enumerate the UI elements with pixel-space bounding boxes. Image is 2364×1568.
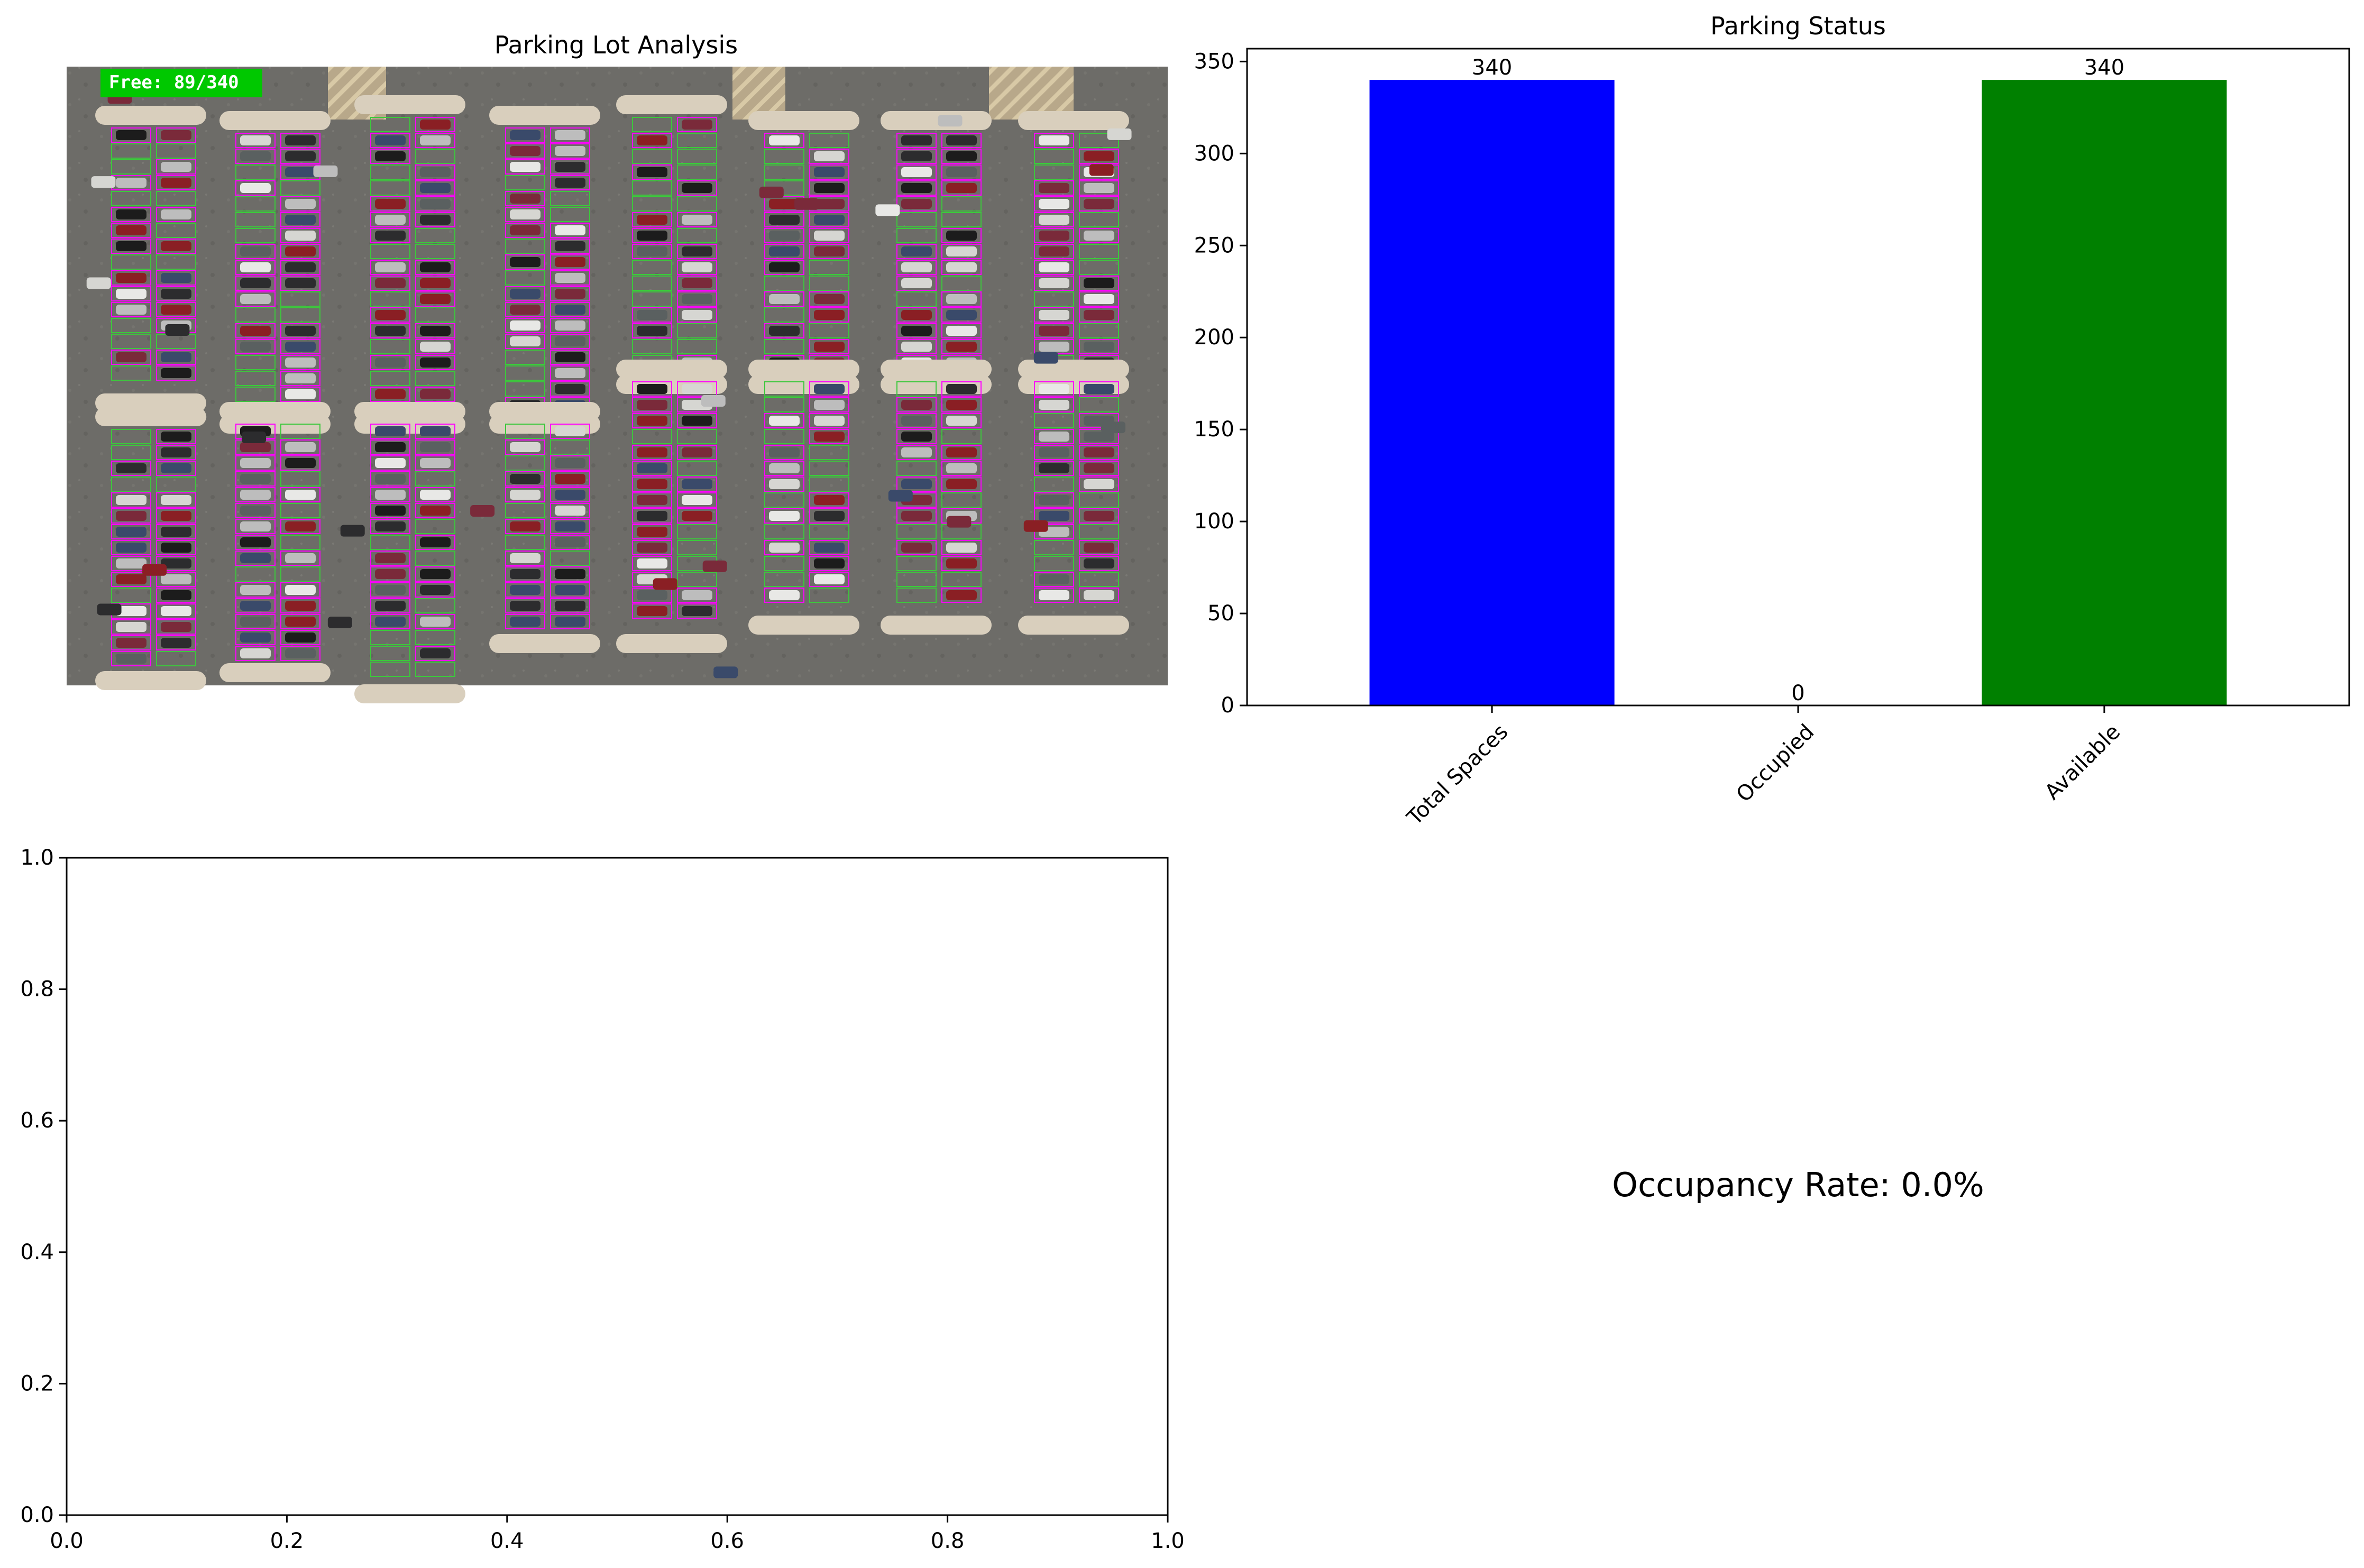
empty-axes-frame [66,857,1169,1516]
empty-x-tick-label-0: 0.0 [50,1529,84,1553]
y-tick-label-5: 250 [1194,233,1234,258]
bar-data-label-2: 340 [2084,56,2124,80]
y-tick-label-7: 350 [1194,49,1234,74]
empty-y-tick-label-0: 0.0 [20,1503,54,1527]
image-panel-title: Parking Lot Analysis [494,31,738,59]
y-tick-label-6: 300 [1194,141,1234,166]
empty-x-tick-label-4: 0.8 [931,1529,965,1553]
empty-y-tick-label-4: 0.8 [20,977,54,1002]
bar-2 [1982,80,2227,706]
empty-y-tick-label-2: 0.4 [20,1240,54,1264]
bar-data-label-1: 0 [1791,681,1804,705]
parking-status-chart: Parking Status 340 0 340 0 50 100 150 200 250 30… [1194,12,2350,830]
parking-lot-aerial-image [67,67,1168,703]
empty-y-tick-label-1: 0.2 [20,1371,54,1396]
y-tick-label-0: 0 [1221,693,1234,718]
y-tick-label-3: 150 [1194,417,1234,442]
empty-axes-panel: 0.0 0.2 0.4 0.6 0.8 1.0 0.0 0.2 0.4 0.6 0.8 1.0 [20,846,1184,1553]
y-tick-label-2: 100 [1194,509,1234,534]
empty-x-tick-label-5: 1.0 [1151,1529,1185,1553]
chart-title: Parking Status [1710,12,1886,40]
chart-frame [1246,48,2350,707]
y-tick-label-4: 200 [1194,325,1234,350]
empty-x-tick-label-3: 0.6 [710,1529,744,1553]
bar-0 [1369,80,1615,706]
y-tick-label-1: 50 [1207,601,1234,626]
empty-x-tick-label-1: 0.2 [270,1529,304,1553]
bar-data-label-0: 340 [1472,56,1512,80]
x-tick-label-1: Occupied [1731,720,1819,807]
free-count-badge: Free: 89/340 [100,69,262,97]
x-tick-label-0: Total Spaces [1402,720,1513,830]
empty-x-tick-label-2: 0.4 [490,1529,524,1553]
parking-lot-image-panel: Parking Lot Analysis Free: 89/340 [67,31,1168,703]
free-count-text: Free: 89/340 [109,72,239,93]
x-tick-label-2: Available [2040,720,2125,805]
occupancy-rate-text: Occupancy Rate: 0.0% [1612,1166,1984,1204]
empty-y-tick-label-5: 1.0 [20,846,54,870]
empty-y-tick-label-3: 0.6 [20,1108,54,1133]
